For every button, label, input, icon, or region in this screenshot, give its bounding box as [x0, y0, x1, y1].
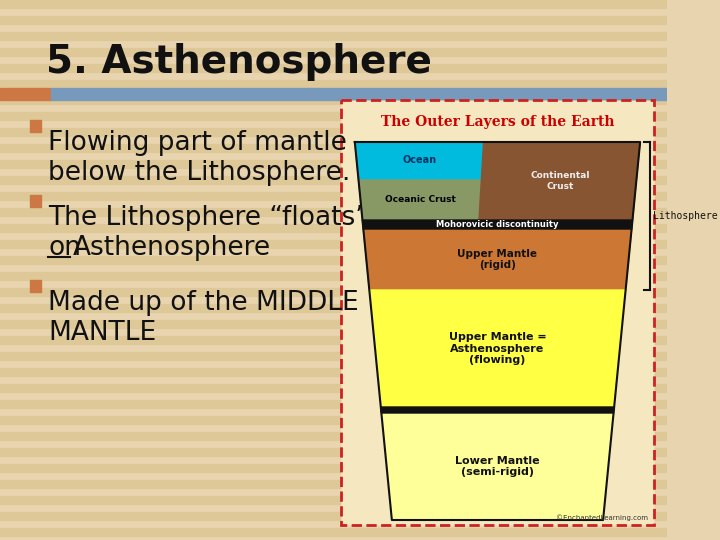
Text: Upper Mantle =
Asthenosphere
(flowing): Upper Mantle = Asthenosphere (flowing) — [449, 332, 546, 365]
Polygon shape — [369, 290, 626, 407]
Text: Asthenosphere: Asthenosphere — [73, 235, 271, 261]
Polygon shape — [479, 142, 640, 220]
Text: Flowing part of mantle: Flowing part of mantle — [48, 130, 347, 156]
Bar — [0, 0, 667, 8]
Bar — [0, 304, 667, 312]
Polygon shape — [355, 142, 484, 180]
Bar — [0, 384, 667, 392]
Bar — [0, 256, 667, 264]
Text: Lower Mantle
(semi-rigid): Lower Mantle (semi-rigid) — [455, 456, 540, 477]
Bar — [0, 144, 667, 152]
Bar — [0, 240, 667, 248]
Bar — [0, 64, 667, 72]
Bar — [0, 464, 667, 472]
Bar — [0, 112, 667, 120]
Bar — [0, 416, 667, 424]
Polygon shape — [359, 180, 481, 220]
Bar — [0, 288, 667, 296]
Text: Ocean: Ocean — [402, 155, 436, 165]
Text: Made up of the MIDDLE: Made up of the MIDDLE — [48, 290, 359, 316]
Bar — [0, 272, 667, 280]
Bar — [30, 195, 41, 207]
Text: MANTLE: MANTLE — [48, 320, 156, 346]
Text: 5. Asthenosphere: 5. Asthenosphere — [46, 43, 432, 81]
Text: The Lithosphere “floats”: The Lithosphere “floats” — [48, 205, 369, 231]
Bar — [30, 120, 41, 132]
Bar — [0, 48, 667, 56]
Bar — [0, 512, 667, 520]
Bar — [0, 368, 667, 376]
Bar — [0, 432, 667, 440]
Bar — [0, 448, 667, 456]
Bar — [0, 528, 667, 536]
Bar — [341, 100, 654, 525]
Bar — [0, 352, 667, 360]
Text: The Outer Layers of the Earth: The Outer Layers of the Earth — [381, 115, 614, 129]
Bar — [0, 32, 667, 40]
Bar — [0, 320, 667, 328]
Bar — [0, 336, 667, 344]
Bar — [0, 80, 667, 88]
Text: on: on — [48, 235, 81, 261]
Bar — [0, 16, 667, 24]
Bar — [0, 160, 667, 168]
Bar — [0, 496, 667, 504]
Bar — [0, 400, 667, 408]
Bar — [0, 176, 667, 184]
Bar — [0, 192, 667, 200]
Text: Oceanic Crust: Oceanic Crust — [385, 195, 456, 205]
Bar — [0, 208, 667, 216]
Bar — [0, 480, 667, 488]
Bar — [0, 128, 667, 136]
Text: ©EnchantedLearning.com: ©EnchantedLearning.com — [557, 514, 649, 521]
Text: Continental
Crust: Continental Crust — [531, 171, 590, 191]
Text: Lithosphere: Lithosphere — [653, 211, 718, 221]
Bar — [0, 96, 667, 104]
Polygon shape — [381, 407, 614, 413]
Text: Mohorovicic discontinuity: Mohorovicic discontinuity — [436, 220, 559, 229]
Bar — [0, 224, 667, 232]
Bar — [51, 88, 667, 100]
Polygon shape — [364, 229, 631, 290]
Bar — [0, 88, 51, 100]
Polygon shape — [362, 220, 632, 229]
Polygon shape — [382, 413, 613, 520]
Text: below the Lithosphere.: below the Lithosphere. — [48, 160, 351, 186]
Text: Upper Mantle
(rigid): Upper Mantle (rigid) — [457, 249, 537, 271]
Bar — [30, 280, 41, 292]
